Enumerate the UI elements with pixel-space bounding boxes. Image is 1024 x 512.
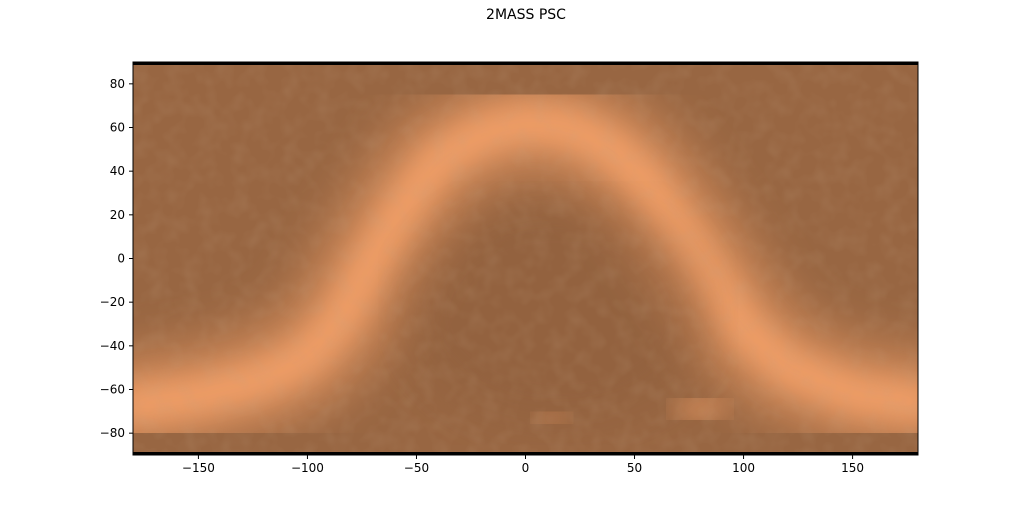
x-tick-label: 50 (627, 461, 642, 475)
x-tick-label: −100 (291, 461, 324, 475)
y-tick-label: 80 (110, 77, 125, 91)
heatmap-layer (133, 62, 918, 455)
y-tick-label: −80 (100, 426, 125, 440)
chart-title: 2MASS PSC (486, 7, 566, 23)
y-tick-label: −20 (100, 295, 125, 309)
north-pole-edge (133, 62, 918, 65)
x-tick-label: −150 (182, 461, 215, 475)
y-tick-label: −40 (100, 339, 125, 353)
y-tick-label: −60 (100, 383, 125, 397)
south-pole-edge (133, 452, 918, 455)
y-tick-label: 40 (110, 164, 125, 178)
y-tick-label: 0 (117, 252, 125, 266)
x-tick-label: 0 (522, 461, 530, 475)
x-tick-label: 100 (732, 461, 755, 475)
speckle-texture (133, 62, 918, 455)
x-tick-label: −50 (404, 461, 429, 475)
x-tick-label: 150 (841, 461, 864, 475)
axes: −150 −100 −50 0 50 100 150 80 60 40 20 0 −20 −40 −60 −8… (100, 61, 919, 475)
y-tick-label: 20 (110, 208, 125, 222)
y-tick-label: 60 (110, 121, 125, 135)
